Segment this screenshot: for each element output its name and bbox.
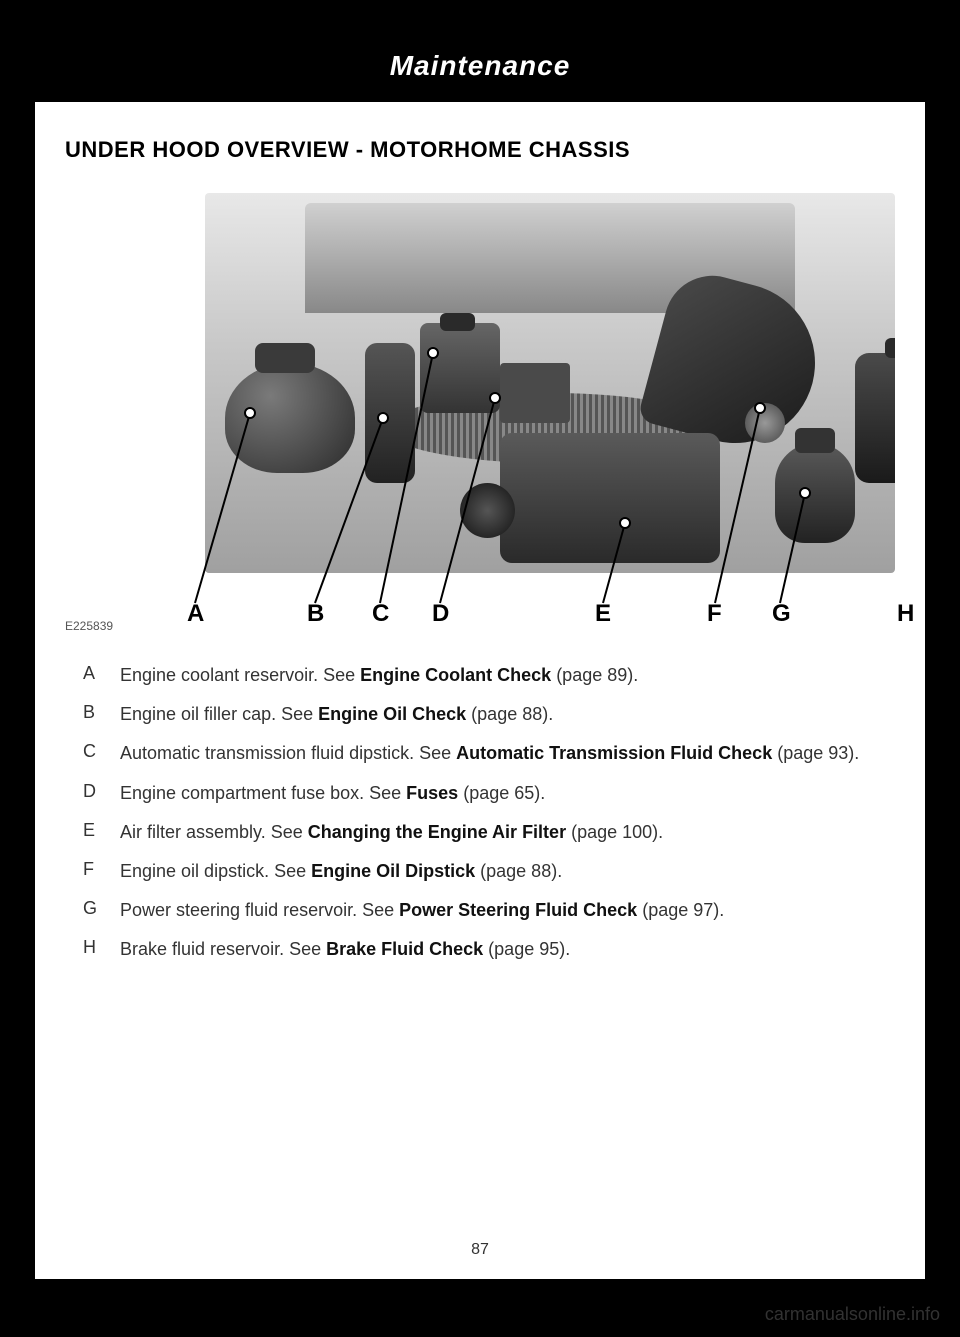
legend-letter: C	[65, 741, 120, 762]
legend-pre-text: Engine compartment fuse box. See	[120, 783, 406, 803]
legend-row-c: CAutomatic transmission fluid dipstick. …	[65, 741, 895, 766]
legend-link-text: Brake Fluid Check	[326, 939, 483, 959]
image-reference-code: E225839	[65, 619, 113, 633]
legend-text: Engine oil filler cap. See Engine Oil Ch…	[120, 702, 895, 727]
legend-post-text: (page 95).	[483, 939, 570, 959]
diagram-label-b: B	[307, 600, 324, 628]
legend-pre-text: Power steering fluid reservoir. See	[120, 900, 399, 920]
legend-text: Engine compartment fuse box. See Fuses (…	[120, 781, 895, 806]
header-title: Maintenance	[35, 50, 925, 82]
diagram-label-h: H	[897, 600, 914, 628]
oil-dipstick-shape	[745, 403, 785, 443]
legend-post-text: (page 88).	[475, 861, 562, 881]
diagram-label-a: A	[187, 600, 204, 628]
coolant-cap-shape	[255, 343, 315, 373]
fuse-box-shape	[500, 363, 570, 423]
legend-post-text: (page 65).	[458, 783, 545, 803]
legend-post-text: (page 89).	[551, 665, 638, 685]
legend-pre-text: Automatic transmission fluid dipstick. S…	[120, 743, 456, 763]
legend-link-text: Power Steering Fluid Check	[399, 900, 637, 920]
legend-text: Power steering fluid reservoir. See Powe…	[120, 898, 895, 923]
legend-text: Engine oil dipstick. See Engine Oil Dips…	[120, 859, 895, 884]
legend-row-g: GPower steering fluid reservoir. See Pow…	[65, 898, 895, 923]
brake-reservoir-shape	[855, 353, 895, 483]
watermark-text: carmanualsonline.info	[765, 1304, 940, 1325]
legend-pre-text: Engine oil filler cap. See	[120, 704, 318, 724]
page-frame: Maintenance UNDER HOOD OVERVIEW - MOTORH…	[0, 0, 960, 1337]
legend-row-a: AEngine coolant reservoir. See Engine Co…	[65, 663, 895, 688]
legend-pre-text: Air filter assembly. See	[120, 822, 308, 842]
legend-row-f: FEngine oil dipstick. See Engine Oil Dip…	[65, 859, 895, 884]
oil-filler-shape	[365, 343, 415, 483]
legend-letter: B	[65, 702, 120, 723]
trans-dipstick-box-shape	[420, 323, 500, 413]
legend-post-text: (page 100).	[566, 822, 663, 842]
legend-text: Engine coolant reservoir. See Engine Coo…	[120, 663, 895, 688]
legend-row-h: HBrake fluid reservoir. See Brake Fluid …	[65, 937, 895, 962]
legend-letter: F	[65, 859, 120, 880]
air-intake-tube-shape	[460, 483, 515, 538]
diagram-label-e: E	[595, 600, 611, 628]
air-filter-box-shape	[500, 433, 720, 563]
legend-letter: A	[65, 663, 120, 684]
legend-row-d: DEngine compartment fuse box. See Fuses …	[65, 781, 895, 806]
legend-pre-text: Brake fluid reservoir. See	[120, 939, 326, 959]
power-steering-cap-shape	[795, 428, 835, 453]
legend-link-text: Engine Oil Check	[318, 704, 466, 724]
section-title: UNDER HOOD OVERVIEW - MOTORHOME CHASSIS	[65, 137, 895, 163]
diagram-label-g: G	[772, 600, 791, 628]
coolant-reservoir-shape	[225, 363, 355, 473]
legend-link-text: Automatic Transmission Fluid Check	[456, 743, 772, 763]
diagram-label-d: D	[432, 600, 449, 628]
page-number: 87	[471, 1241, 489, 1259]
legend-post-text: (page 88).	[466, 704, 553, 724]
legend-text: Air filter assembly. See Changing the En…	[120, 820, 895, 845]
legend-letter: E	[65, 820, 120, 841]
power-steering-reservoir-shape	[775, 443, 855, 543]
legend-letter: D	[65, 781, 120, 802]
legend-link-text: Changing the Engine Air Filter	[308, 822, 566, 842]
legend-link-text: Fuses	[406, 783, 458, 803]
diagram-container: ABCDEFGH E225839	[65, 193, 895, 633]
diagram-label-c: C	[372, 600, 389, 628]
legend-post-text: (page 97).	[637, 900, 724, 920]
trans-dipstick-knob-shape	[440, 313, 475, 331]
legend-text: Brake fluid reservoir. See Brake Fluid C…	[120, 937, 895, 962]
legend-pre-text: Engine oil dipstick. See	[120, 861, 311, 881]
legend-link-text: Engine Oil Dipstick	[311, 861, 475, 881]
legend-row-e: EAir filter assembly. See Changing the E…	[65, 820, 895, 845]
content-area: UNDER HOOD OVERVIEW - MOTORHOME CHASSIS	[35, 102, 925, 1279]
legend-letter: G	[65, 898, 120, 919]
engine-illustration	[205, 193, 895, 573]
diagram-label-f: F	[707, 600, 722, 628]
diagram-labels-row: ABCDEFGH	[65, 598, 895, 628]
legend-list: AEngine coolant reservoir. See Engine Co…	[65, 663, 895, 963]
brake-reservoir-cap-shape	[885, 338, 895, 358]
legend-text: Automatic transmission fluid dipstick. S…	[120, 741, 895, 766]
header-bar: Maintenance	[35, 40, 925, 102]
legend-letter: H	[65, 937, 120, 958]
legend-row-b: BEngine oil filler cap. See Engine Oil C…	[65, 702, 895, 727]
legend-link-text: Engine Coolant Check	[360, 665, 551, 685]
legend-post-text: (page 93).	[772, 743, 859, 763]
legend-pre-text: Engine coolant reservoir. See	[120, 665, 360, 685]
